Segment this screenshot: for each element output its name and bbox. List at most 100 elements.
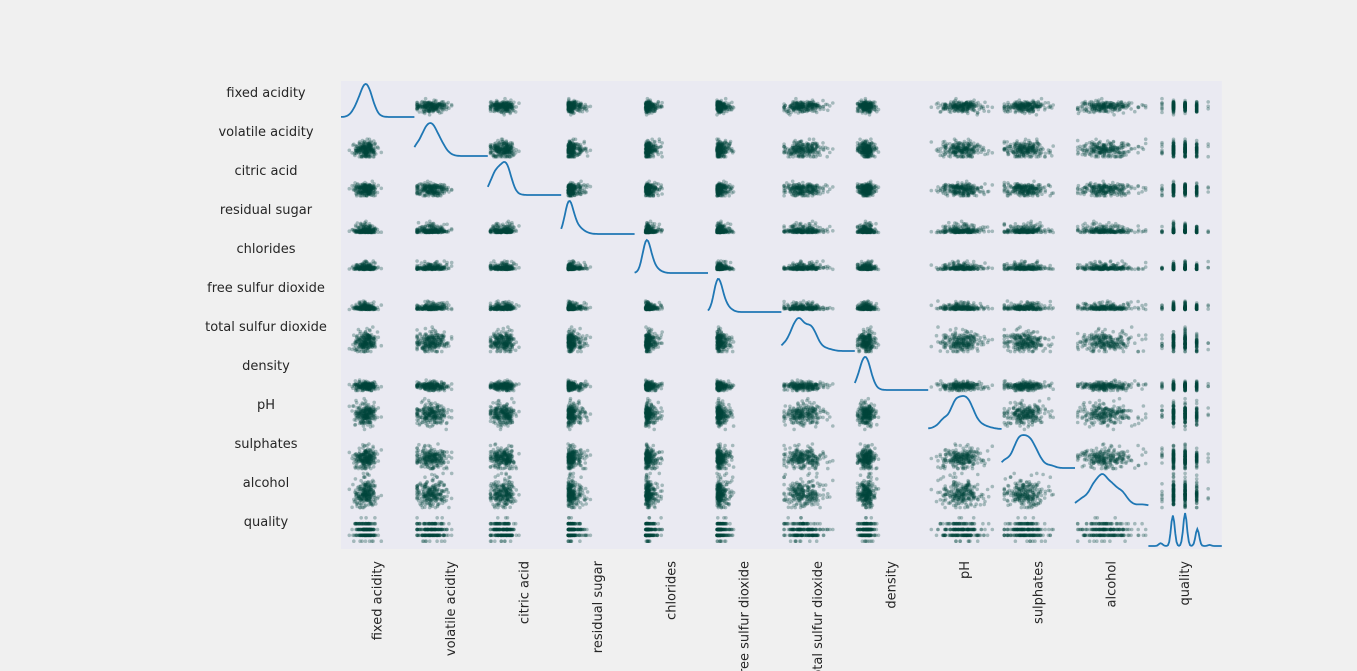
scatter-point <box>1009 145 1013 149</box>
scatter-point <box>799 108 803 112</box>
scatter-point <box>1025 100 1029 104</box>
scatter-point <box>717 104 721 108</box>
scatter-point <box>797 148 801 152</box>
scatter-point <box>976 148 980 152</box>
scatter-point <box>987 110 991 114</box>
scatter-point <box>499 155 503 159</box>
scatter-point <box>822 147 826 151</box>
scatter-point <box>1051 144 1055 148</box>
scatter-point <box>353 154 357 158</box>
scatter-point <box>1113 102 1117 106</box>
scatter-point <box>1118 155 1122 159</box>
scatter-point <box>809 155 813 159</box>
scatter-point <box>831 147 835 151</box>
scatter-point <box>1036 146 1040 150</box>
scatter-point <box>972 141 976 145</box>
scatter-point <box>715 113 719 117</box>
scatter-point <box>365 151 369 155</box>
scatter-point <box>814 143 818 147</box>
scatter-point <box>804 146 808 150</box>
scatter-point <box>945 142 949 146</box>
scatter-point <box>961 108 965 112</box>
scatter-point <box>509 101 513 105</box>
scatter-point <box>1043 155 1047 159</box>
scatter-point <box>814 103 818 107</box>
scatter-point <box>652 140 656 144</box>
scatter-point <box>1117 100 1121 104</box>
scatter-point <box>496 108 500 112</box>
scatter-point <box>1014 110 1018 114</box>
scatter-point <box>1003 148 1007 152</box>
scatter-point <box>1012 103 1016 107</box>
scatter-point <box>971 148 975 152</box>
scatter-point <box>727 146 731 150</box>
scatter-point <box>949 155 953 159</box>
scatter-point <box>861 103 865 107</box>
scatter-point <box>1107 103 1111 107</box>
scatter-point <box>717 155 721 159</box>
scatter-point <box>1133 147 1137 151</box>
scatter-point <box>856 102 860 106</box>
scatter-point <box>569 113 573 117</box>
scatter-point <box>1110 110 1114 114</box>
scatter-point <box>821 141 825 145</box>
scatter-point <box>1144 137 1148 141</box>
scatter-point <box>377 146 381 150</box>
scatter-point <box>649 155 653 159</box>
scatter-point <box>1017 108 1021 112</box>
scatter-point <box>944 146 948 150</box>
scatter-point <box>717 148 721 152</box>
scatter-point <box>506 155 510 159</box>
scatter-point <box>952 150 956 154</box>
scatter-point <box>499 140 503 144</box>
scatter-point <box>585 150 589 154</box>
scatter-point <box>991 106 995 110</box>
scatter-point <box>1040 97 1044 101</box>
scatter-point <box>1103 103 1107 107</box>
scatter-point <box>1144 142 1148 146</box>
scatter-point <box>358 142 362 146</box>
scatter-point <box>872 149 876 153</box>
scatter-point <box>1035 113 1039 117</box>
scatter-point <box>1028 146 1032 150</box>
scatter-point <box>1080 101 1084 105</box>
scatter-point <box>1183 103 1187 107</box>
scatter-point <box>517 101 521 105</box>
scatter-point <box>875 146 879 150</box>
scatter-point <box>828 151 832 155</box>
scatter-point <box>868 113 872 117</box>
scatter-point <box>987 149 991 153</box>
scatter-point <box>821 105 825 109</box>
scatter-point <box>951 103 955 107</box>
scatter-point <box>504 104 508 108</box>
scatter-point <box>573 144 577 148</box>
scatter-point <box>938 110 942 114</box>
scatter-point <box>373 142 377 146</box>
scatter-point <box>971 103 975 107</box>
scatter-point <box>362 145 366 149</box>
scatter-point <box>976 104 980 108</box>
scatter-point <box>569 148 573 152</box>
scatter-point <box>435 106 439 110</box>
scatter-point <box>572 111 576 115</box>
scatter-point <box>423 104 427 108</box>
scatter-point <box>492 153 496 157</box>
scatter-point <box>579 106 583 110</box>
scatter-point <box>1099 108 1103 112</box>
scatter-point <box>951 106 955 110</box>
scatter-point <box>493 103 497 107</box>
scatter-point <box>784 148 788 152</box>
scatter-point <box>569 155 573 159</box>
scatter-point <box>1025 149 1029 153</box>
scatter-point <box>368 138 372 142</box>
scatter-point <box>797 103 801 107</box>
scatter-point <box>973 109 977 113</box>
scatter-point <box>502 113 506 117</box>
scatter-point <box>867 104 871 108</box>
scatter-point <box>825 155 829 159</box>
scatter-point <box>1050 154 1054 158</box>
scatter-point <box>660 101 664 105</box>
scatter-point <box>1133 110 1137 114</box>
scatter-point <box>1195 103 1199 107</box>
scatter-point <box>722 155 726 159</box>
